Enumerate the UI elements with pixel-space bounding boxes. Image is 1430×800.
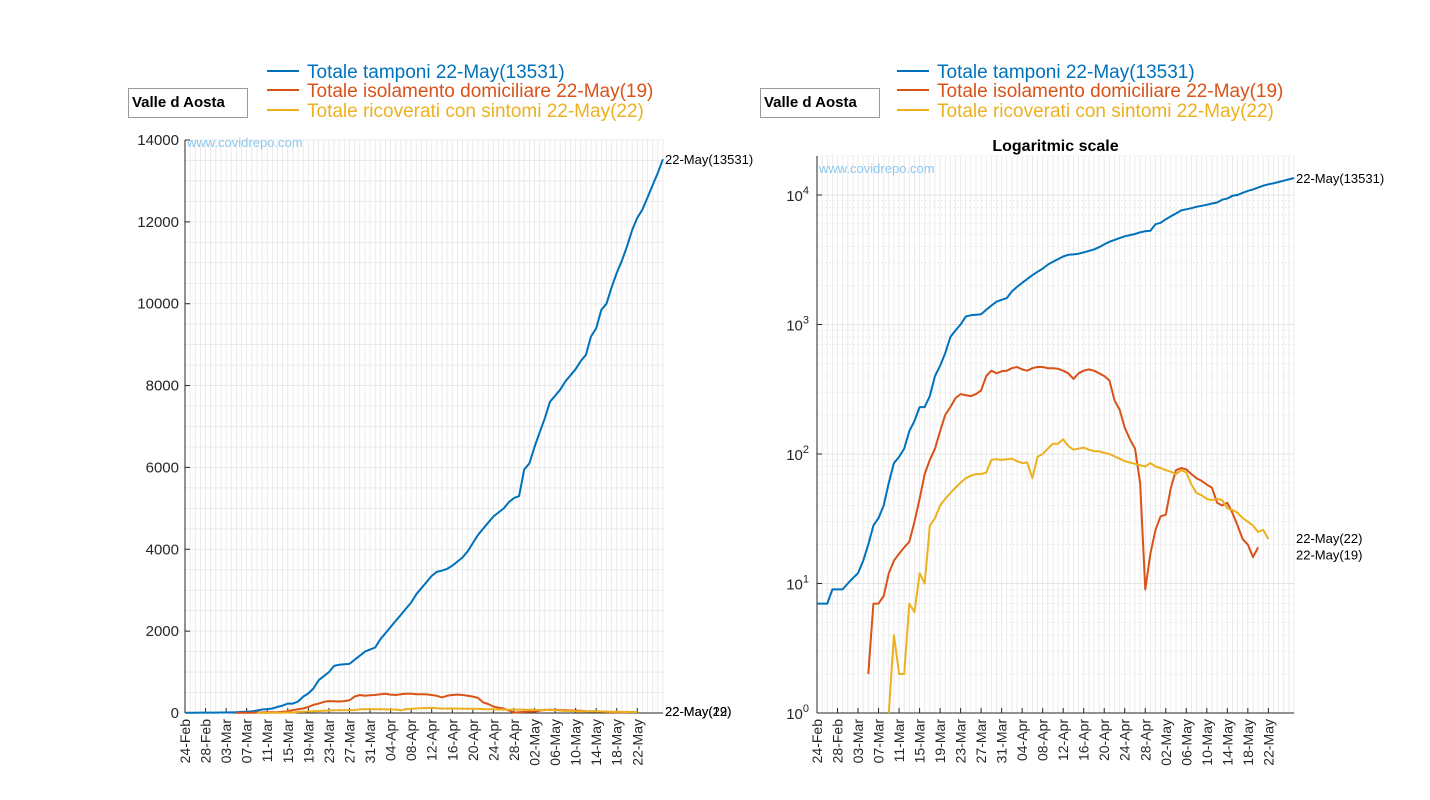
x-tick-label: 19-Mar (300, 719, 316, 764)
x-tick-label: 27-Mar (341, 719, 357, 764)
x-tick-label: 23-Mar (321, 719, 337, 764)
x-tick-label: 28-Apr (1137, 719, 1153, 761)
x-tick-label: 11-Mar (891, 719, 907, 763)
x-tick-label: 24-Feb (177, 719, 193, 764)
watermark: www.covidrepo.com (186, 135, 303, 150)
x-tick-label: 16-Apr (1076, 719, 1092, 761)
x-tick-label: 28-Apr (506, 719, 522, 761)
end-label-isolamento: 22-May(19) (1296, 547, 1362, 562)
end-label-tamponi: 22-May(13531) (1296, 171, 1384, 186)
chart-panel-left: 0 2000 4000 6000 8000 10000 12000 14000 24-Feb 28… (137, 62, 753, 766)
x-tick-label: 14-May (1219, 719, 1235, 766)
y-tick-label: 0 (171, 705, 179, 722)
series-line-ricoverati (256, 706, 638, 714)
legend-label-tamponi: Totale tamponi 22-May(13531) (307, 62, 565, 83)
x-tick-label: 02-May (1158, 719, 1174, 766)
x-tick-label: 14-May (588, 719, 604, 766)
watermark: www.covidrepo.com (818, 161, 935, 176)
y-tick-label: 6000 (146, 459, 179, 476)
x-tick-label: 22-May (629, 719, 645, 766)
x-tick-label: 31-Mar (362, 719, 378, 764)
x-tick-label: 18-May (1240, 719, 1256, 766)
x-tick-label: 07-Mar (239, 719, 255, 764)
y-tick-label: 101 (786, 573, 809, 593)
y-tick-label: 12000 (137, 214, 179, 231)
x-tick-label: 10-May (568, 719, 584, 766)
x-tick-label: 08-Apr (1035, 719, 1051, 761)
x-tick-label: 24-Apr (485, 719, 501, 761)
x-tick-label: 08-Apr (403, 719, 419, 761)
end-label-tamponi: 22-May(13531) (665, 152, 753, 167)
y-tick-label: 2000 (146, 623, 179, 640)
x-tick-label: 03-Mar (850, 719, 866, 764)
x-tick-label: 10-May (1199, 719, 1215, 766)
x-tick-label: 04-Apr (1014, 719, 1030, 761)
x-tick-label: 12-Apr (424, 719, 440, 761)
end-label-ricoverati: 22-May(22) (665, 704, 731, 719)
y-tick-label: 103 (786, 314, 809, 334)
x-tick-label: 06-May (1178, 719, 1194, 766)
series-line-isolamento (867, 366, 1259, 675)
x-tick-label: 16-Apr (444, 719, 460, 761)
y-tick-label: 100 (786, 703, 809, 723)
x-tick-label: 24-Feb (809, 719, 825, 764)
y-tick-label: 104 (786, 185, 809, 205)
series-line-ricoverati (887, 438, 1270, 714)
end-label-isolamento: 22-May(19) (665, 704, 731, 719)
x-tick-label: 28-Feb (198, 719, 214, 764)
x-tick-label: 24-Apr (1117, 719, 1133, 761)
legend-label-isolamento: Totale isolamento domiciliare 22-May(19) (307, 81, 653, 102)
x-tick-label: 12-Apr (1055, 719, 1071, 761)
chart-title: Logaritmic scale (992, 138, 1118, 155)
series-line-tamponi (817, 177, 1295, 605)
x-tick-label: 15-Mar (280, 719, 296, 764)
x-tick-label: 23-Mar (953, 719, 969, 764)
legend-label-ricoverati: Totale ricoverati con sintomi 22-May(22) (307, 101, 644, 122)
x-tick-label: 28-Feb (830, 719, 846, 764)
region-label-left: Valle d Aosta (128, 88, 248, 118)
series-line-tamponi (185, 158, 664, 714)
x-tick-label: 06-May (547, 719, 563, 766)
end-label-ricoverati: 22-May(22) (1296, 531, 1362, 546)
x-tick-label: 03-Mar (218, 719, 234, 764)
x-tick-label: 04-Apr (383, 719, 399, 761)
y-tick-label: 14000 (137, 132, 179, 149)
x-tick-label: 27-Mar (973, 719, 989, 764)
plot-area (817, 156, 1294, 713)
x-tick-label: 20-Apr (465, 719, 481, 761)
y-tick-label: 4000 (146, 541, 179, 558)
x-tick-label: 19-Mar (932, 719, 948, 764)
x-tick-label: 31-Mar (994, 719, 1010, 764)
legend-label-tamponi: Totale tamponi 22-May(13531) (937, 62, 1195, 83)
x-tick-label: 20-Apr (1096, 719, 1112, 761)
x-tick-label: 15-Mar (912, 719, 928, 764)
x-tick-label: 22-May (1260, 719, 1276, 766)
y-tick-label: 10000 (137, 296, 179, 313)
y-tick-label: 102 (786, 444, 809, 464)
region-label-right: Valle d Aosta (760, 88, 880, 118)
x-tick-label: 07-Mar (871, 719, 887, 764)
x-tick-label: 02-May (527, 719, 543, 766)
legend-label-isolamento: Totale isolamento domiciliare 22-May(19) (937, 81, 1283, 102)
x-tick-label: 18-May (609, 719, 625, 766)
legend-label-ricoverati: Totale ricoverati con sintomi 22-May(22) (937, 101, 1274, 122)
y-tick-label: 8000 (146, 378, 179, 395)
x-tick-label: 11-Mar (259, 719, 275, 763)
